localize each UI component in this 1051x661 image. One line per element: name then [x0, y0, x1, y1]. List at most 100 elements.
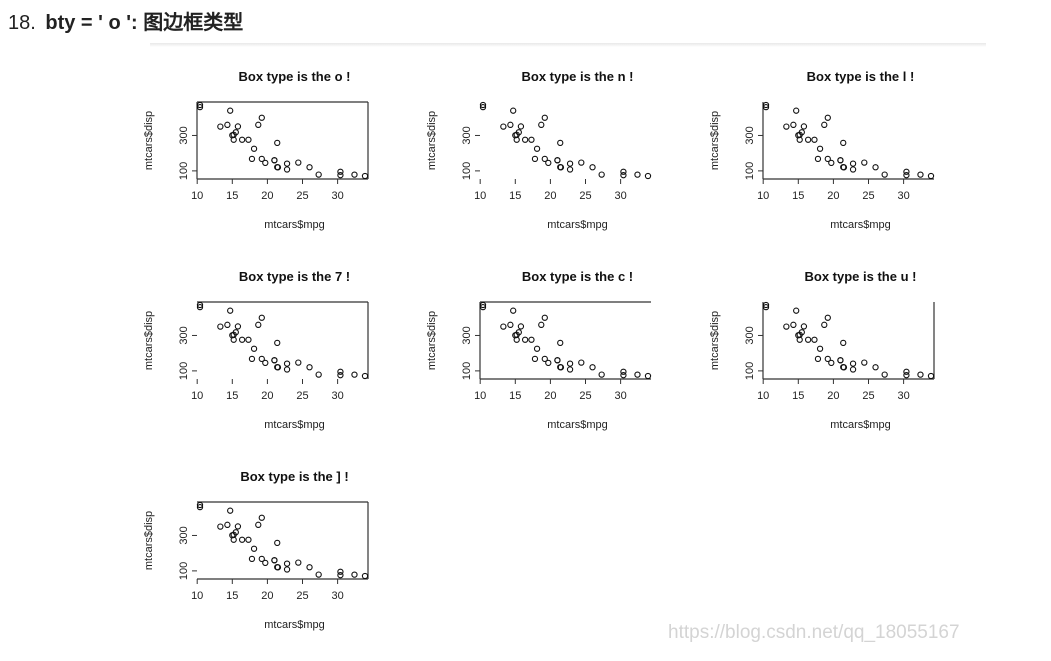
data-point	[283, 560, 291, 567]
data-point	[337, 368, 344, 375]
data-point	[262, 359, 269, 367]
data-point	[315, 171, 322, 178]
data-point	[821, 321, 828, 328]
x-tick-label: 15	[226, 190, 238, 202]
x-tick-label: 25	[862, 390, 874, 402]
data-point	[783, 323, 790, 330]
section-heading: 18. bty = ' o ': 图边框类型	[8, 6, 243, 35]
data-point	[255, 521, 262, 528]
data-point	[849, 160, 857, 167]
data-point	[248, 155, 256, 163]
panel-title: Box type is the l !	[807, 69, 915, 84]
y-axis-label: mtcars$disp	[426, 311, 438, 370]
data-point	[337, 568, 344, 575]
data-point	[250, 545, 258, 552]
data-point	[196, 301, 204, 309]
data-point	[800, 323, 808, 330]
scatter-panel: Box type is the n ! 10 15 20 25 30 100 300 mtcar…	[426, 69, 652, 231]
x-axis-label: mtcars$mpg	[264, 419, 325, 431]
data-point	[557, 164, 564, 171]
y-axis-label: mtcars$disp	[709, 111, 721, 170]
data-point	[620, 372, 627, 379]
x-tick-label: 20	[261, 390, 273, 402]
data-point	[545, 159, 552, 167]
data-point	[255, 321, 262, 328]
data-point	[510, 107, 517, 114]
data-point	[274, 164, 281, 171]
data-point	[351, 571, 358, 578]
data-point	[793, 307, 800, 314]
panel-title: Box type is the o !	[239, 69, 351, 84]
data-point	[538, 121, 545, 128]
data-point	[517, 123, 525, 130]
data-point	[566, 366, 574, 373]
data-point	[804, 136, 812, 143]
data-point	[510, 307, 517, 314]
x-tick-label: 20	[261, 590, 273, 602]
data-point	[762, 101, 770, 109]
data-point	[762, 301, 770, 309]
data-point	[804, 336, 812, 343]
data-point	[811, 136, 818, 143]
data-point	[245, 536, 252, 543]
data-point	[783, 123, 790, 130]
data-point	[361, 372, 369, 380]
data-point	[248, 355, 256, 363]
data-point	[872, 164, 879, 171]
data-point	[196, 101, 204, 109]
heading-divider	[150, 43, 986, 47]
x-tick-label: 10	[191, 390, 203, 402]
data-point	[790, 321, 797, 328]
x-tick-label: 20	[544, 190, 556, 202]
y-tick-label: 100	[744, 162, 756, 180]
plot-grid-svg: Box type is the o ! 10 15 20 25 30 100 300 mtcar…	[143, 69, 935, 631]
data-point	[557, 339, 564, 347]
data-point	[589, 164, 596, 171]
x-tick-label: 15	[509, 190, 521, 202]
x-tick-label: 25	[296, 190, 308, 202]
data-point	[306, 364, 313, 371]
x-tick-label: 25	[296, 390, 308, 402]
data-point	[512, 332, 519, 339]
data-point	[196, 103, 204, 111]
data-point	[337, 372, 344, 379]
data-point	[500, 123, 507, 130]
data-point	[255, 121, 262, 128]
data-point	[541, 114, 548, 121]
y-tick-label: 300	[461, 126, 473, 144]
data-point	[821, 121, 828, 128]
data-point	[849, 360, 857, 367]
data-point	[337, 172, 344, 179]
data-point	[634, 371, 641, 378]
x-axis-label: mtcars$mpg	[830, 419, 891, 431]
heading-code: bty = ' o ':	[45, 12, 138, 34]
data-point	[872, 364, 879, 371]
panel-title: Box type is the 7 !	[239, 269, 350, 284]
data-point	[245, 336, 252, 343]
data-point	[521, 136, 529, 143]
watermark-text: https://blog.csdn.net/qq_18055167	[668, 622, 960, 643]
scatter-panel: Box type is the u ! 10 15 20 25 30 100 300 mtcar…	[709, 269, 935, 431]
data-point	[361, 572, 369, 580]
data-point	[881, 171, 888, 178]
data-point	[224, 121, 231, 128]
data-point	[271, 157, 278, 164]
data-point	[578, 359, 585, 366]
data-point	[250, 345, 258, 352]
data-point	[554, 357, 561, 364]
y-axis-label: mtcars$disp	[709, 311, 721, 370]
data-point	[306, 164, 313, 171]
scatter-panel: Box type is the ] ! 10 15 20 25 30 100 300 mtcar…	[143, 469, 369, 631]
data-point	[224, 521, 231, 528]
data-point	[903, 372, 910, 379]
data-point	[306, 564, 313, 571]
data-point	[545, 359, 552, 367]
x-tick-label: 15	[792, 390, 804, 402]
data-point	[814, 155, 822, 163]
scatter-panel: Box type is the l ! 10 15 20 25 30 100 300 mtcar…	[709, 69, 935, 231]
data-point	[811, 336, 818, 343]
data-point	[274, 339, 281, 347]
panel-title: Box type is the u !	[805, 269, 917, 284]
data-point	[217, 323, 224, 330]
data-point	[283, 166, 291, 173]
